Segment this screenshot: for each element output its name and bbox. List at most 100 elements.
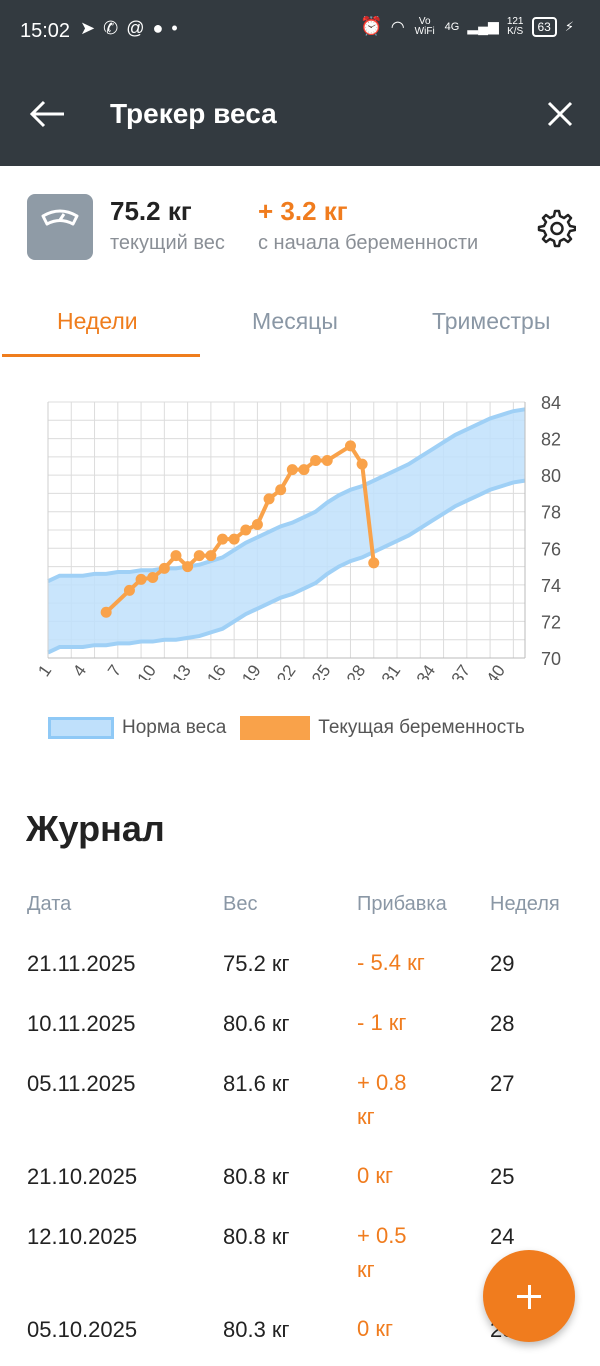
row-date: 21.10.2025 xyxy=(27,1164,138,1189)
data-point xyxy=(170,550,182,562)
speed-value: 121 xyxy=(506,15,524,27)
row-date: 10.11.2025 xyxy=(27,1011,136,1036)
row-date: 05.10.2025 xyxy=(27,1317,138,1342)
data-point xyxy=(263,493,275,505)
column-header-gain: Прибавка xyxy=(357,893,447,915)
data-point xyxy=(205,550,217,562)
x-tick-label: 40 xyxy=(483,661,509,680)
close-icon[interactable] xyxy=(540,94,580,134)
system-icons: ⏰ ◠ Vo WiFi 4G ▂▄▆ 121 K/S 63 ⚡ xyxy=(360,16,574,37)
series-line-current xyxy=(104,443,376,614)
telegram-icon: ➤ xyxy=(80,18,96,38)
app-toolbar: Трекер веса xyxy=(0,62,600,166)
x-tick-label: 31 xyxy=(378,661,404,680)
legend-norm-label: Норма веса xyxy=(122,717,227,738)
active-tab-indicator xyxy=(2,354,200,357)
row-weight: 80.3 кг xyxy=(223,1317,290,1342)
gear-icon[interactable] xyxy=(536,208,576,248)
row-weight: 80.6 кг xyxy=(223,1011,290,1036)
x-tick-label: 28 xyxy=(343,661,369,680)
row-date: 05.11.2025 xyxy=(27,1071,136,1096)
dot-icon: • xyxy=(171,18,178,38)
x-tick-label: 22 xyxy=(273,661,299,680)
row-week: 27 xyxy=(490,1071,515,1096)
tab-weeks[interactable]: Недели xyxy=(57,308,138,334)
x-tick-label: 37 xyxy=(448,661,474,680)
tab-trimesters[interactable]: Триместры xyxy=(432,308,551,334)
y-tick-label: 82 xyxy=(541,430,561,450)
charging-icon: ⚡ xyxy=(564,18,574,34)
y-tick-label: 70 xyxy=(541,649,561,669)
legend-current-swatch xyxy=(240,716,311,740)
legend-current-label: Текущая беременность xyxy=(318,717,525,738)
x-tick-label: 4 xyxy=(69,661,90,680)
whatsapp-icon: ✆ xyxy=(103,18,119,38)
data-point xyxy=(321,455,333,467)
at-icon: @ xyxy=(126,18,145,38)
row-week: 24 xyxy=(490,1224,515,1249)
norm-band-upper xyxy=(47,407,526,584)
data-point xyxy=(158,562,170,574)
add-entry-button[interactable] xyxy=(483,1250,575,1342)
y-tick-label: 76 xyxy=(541,539,561,559)
total-gain-value: + 3.2 кг xyxy=(258,196,348,226)
row-gain: 0 кг xyxy=(357,1163,393,1188)
row-week: 25 xyxy=(490,1164,515,1189)
back-arrow-icon[interactable] xyxy=(26,92,70,136)
current-weight-value: 75.2 кг xyxy=(110,196,192,226)
legend-norm-swatch xyxy=(48,717,114,739)
data-point xyxy=(275,484,287,496)
tab-months[interactable]: Месяцы xyxy=(252,308,338,334)
row-date: 21.11.2025 xyxy=(27,951,136,976)
data-point xyxy=(251,519,263,531)
data-point xyxy=(368,557,380,569)
data-point xyxy=(193,550,205,562)
x-tick-label: 13 xyxy=(168,661,194,680)
y-tick-label: 72 xyxy=(541,612,561,632)
norm-band-lower xyxy=(47,478,526,655)
status-time: 15:02 xyxy=(20,20,71,42)
y-tick-label: 84 xyxy=(541,393,561,413)
data-point xyxy=(240,524,252,536)
row-gain: + 0.8 кг xyxy=(357,1070,407,1129)
y-tick-label: 78 xyxy=(541,503,561,523)
x-tick-label: 1 xyxy=(34,661,55,680)
data-point xyxy=(217,533,229,545)
data-point xyxy=(135,573,147,585)
y-tick-label: 74 xyxy=(541,576,561,596)
wifi-icon: ◠ xyxy=(390,18,405,36)
weight-summary: 75.2 кг текущий вес + 3.2 кг с начала бе… xyxy=(0,166,600,286)
x-tick-label: 7 xyxy=(104,661,125,680)
alarm-icon: ⏰ xyxy=(360,16,383,36)
data-point xyxy=(147,572,159,584)
column-header-date: Дата xyxy=(27,893,72,915)
status-bar: 15:02 ➤ ✆ @ ● • ⏰ ◠ Vo WiFi 4G ▂▄▆ 121 K… xyxy=(0,0,600,62)
data-point xyxy=(286,464,298,476)
row-weight: 81.6 кг xyxy=(223,1071,290,1096)
speed-indicator: 121 K/S xyxy=(506,15,524,37)
row-week: 29 xyxy=(490,951,515,976)
row-weight: 80.8 кг xyxy=(223,1164,290,1189)
data-point xyxy=(123,584,135,596)
speed-unit: K/S xyxy=(507,25,524,37)
row-gain: + 0.5 кг xyxy=(357,1223,407,1282)
x-tick-label: 34 xyxy=(413,661,439,680)
data-point xyxy=(182,561,194,573)
norm-band-area xyxy=(48,409,525,653)
y-tick-label: 80 xyxy=(541,466,561,486)
row-week: 28 xyxy=(490,1011,515,1036)
data-point xyxy=(356,458,368,470)
row-date: 12.10.2025 xyxy=(27,1224,138,1249)
x-tick-label: 16 xyxy=(203,661,229,680)
page-title: Трекер веса xyxy=(110,98,277,129)
column-header-week: Неделя xyxy=(490,893,560,915)
chat-icon: ● xyxy=(152,18,164,38)
row-weight: 75.2 кг xyxy=(223,951,290,976)
vowifi-label: Vo WiFi xyxy=(414,15,435,37)
current-weight-label: текущий вес xyxy=(110,232,225,254)
total-gain-label: с начала беременности xyxy=(258,232,479,254)
row-gain: - 1 кг xyxy=(357,1010,407,1035)
data-point xyxy=(344,440,356,452)
signal-icon: ▂▄▆ xyxy=(467,18,499,34)
journal-title: Журнал xyxy=(26,808,165,849)
